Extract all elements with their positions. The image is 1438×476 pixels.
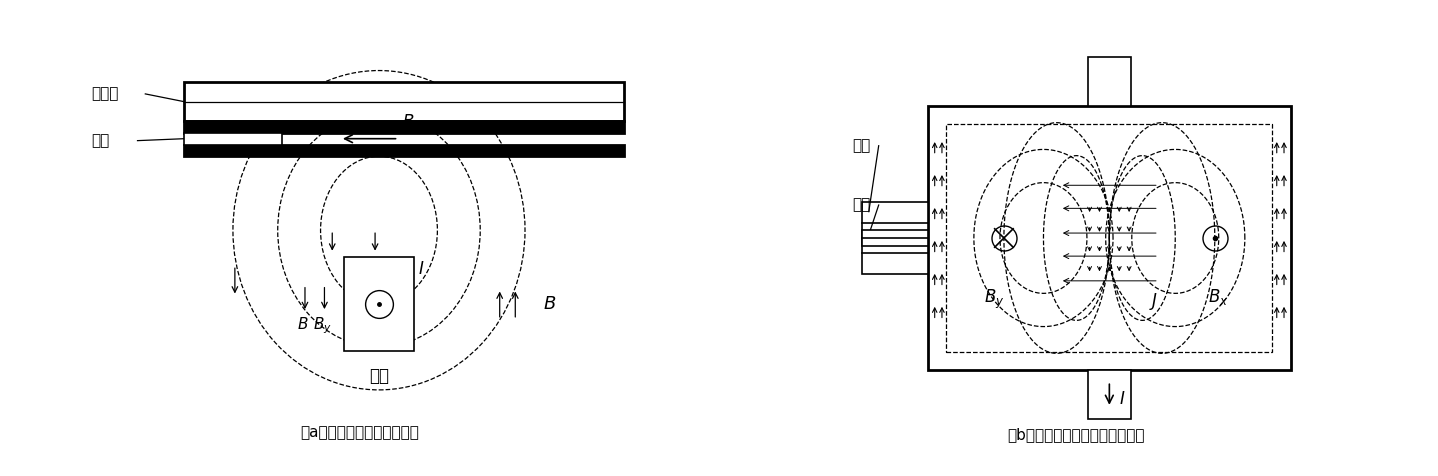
- Text: $I$: $I$: [418, 261, 424, 278]
- Text: 飞板: 飞板: [853, 198, 870, 213]
- Bar: [184, 133, 282, 145]
- Text: （a）电磁脉冲板件焊接装配: （a）电磁脉冲板件焊接装配: [301, 426, 418, 440]
- Bar: [928, 106, 1290, 370]
- Text: 线圈: 线圈: [370, 367, 388, 385]
- Bar: [946, 124, 1273, 352]
- Bar: [184, 145, 624, 156]
- Text: $B_x$: $B_x$: [1208, 288, 1228, 307]
- Text: 固定块: 固定块: [91, 87, 118, 101]
- Bar: [863, 202, 928, 274]
- Bar: [1089, 57, 1130, 106]
- Bar: [344, 258, 414, 351]
- Bar: [184, 121, 624, 133]
- Text: $I$: $I$: [1119, 391, 1126, 408]
- Bar: [863, 230, 928, 246]
- Text: $B_y$: $B_y$: [984, 288, 1004, 311]
- Text: $B_x$: $B_x$: [403, 112, 423, 132]
- Text: $B_y$: $B_y$: [313, 316, 332, 337]
- Text: （b）板件内部磁场以及电流分布: （b）板件内部磁场以及电流分布: [1008, 427, 1145, 442]
- Text: $B$: $B$: [542, 295, 557, 313]
- Text: 基板: 基板: [853, 138, 870, 153]
- Bar: [184, 82, 624, 121]
- Text: $B$: $B$: [298, 316, 309, 332]
- Text: $J$: $J$: [1149, 291, 1158, 312]
- Bar: [1089, 370, 1130, 419]
- Text: 垫片: 垫片: [91, 133, 109, 148]
